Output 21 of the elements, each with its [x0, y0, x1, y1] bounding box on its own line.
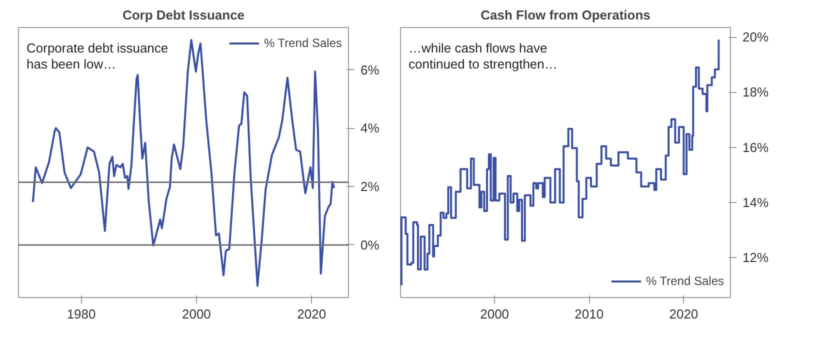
y-tick-label: 14% [742, 194, 769, 210]
y-tick-label: 16% [742, 140, 769, 155]
y-tick-label: 12% [742, 250, 769, 266]
y-tick-label: 6% [360, 62, 380, 78]
y-tick-label: 18% [742, 84, 769, 100]
annotation: …while cash flows have continued to strengthen… [408, 40, 558, 72]
legend-label: % Trend Sales [646, 274, 724, 288]
chart-title: Corp Debt Issuance [122, 8, 245, 22]
y-tick-label: 0% [360, 237, 380, 252]
annotation: Corporate debt issuance has been low… [26, 40, 168, 72]
x-tick-label: 2020 [669, 306, 698, 322]
y-tick-label: 20% [742, 30, 769, 45]
legend-label: % Trend Sales [264, 36, 342, 50]
y-tick-label: 2% [360, 179, 380, 194]
x-tick-label: 2000 [182, 306, 211, 322]
y-tick-label: 4% [360, 120, 380, 136]
x-tick-label: 2020 [297, 306, 326, 322]
chart-title: Cash Flow from Operations [480, 8, 650, 22]
x-tick-label: 1980 [66, 306, 96, 322]
x-tick-label: 2000 [480, 306, 510, 322]
x-tick-label: 2010 [574, 306, 604, 322]
